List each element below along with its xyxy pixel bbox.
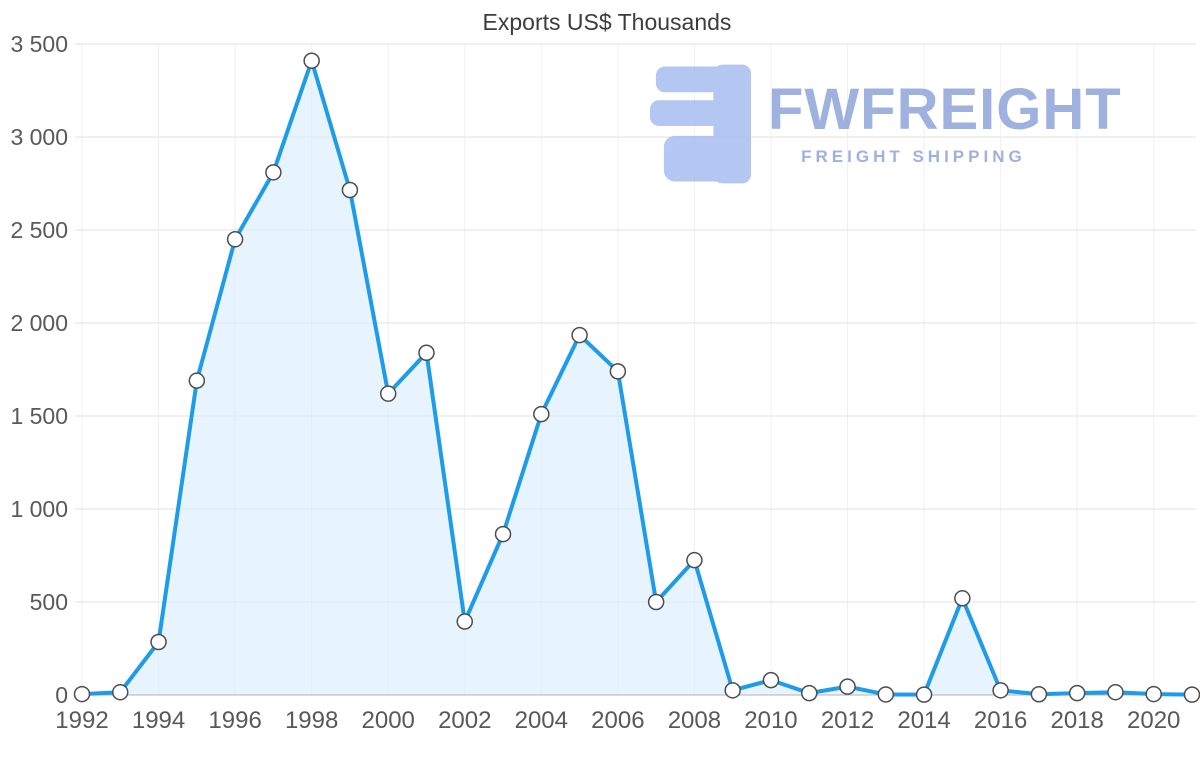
y-axis-tick-labels: 0 500 1 000 1 500 2 000 2 500 3 000 3 500 bbox=[10, 31, 68, 708]
data-point-marker[interactable] bbox=[188, 372, 206, 389]
data-point-marker[interactable] bbox=[877, 686, 895, 703]
x-tick-label: 2018 bbox=[1050, 707, 1103, 734]
data-point-marker[interactable] bbox=[150, 633, 167, 651]
data-point-marker[interactable] bbox=[954, 590, 971, 607]
data-point-marker[interactable] bbox=[494, 525, 512, 543]
data-point-marker[interactable] bbox=[724, 682, 741, 699]
data-point-marker[interactable] bbox=[915, 686, 933, 703]
data-point-marker[interactable] bbox=[686, 551, 703, 569]
y-tick-label: 2 500 bbox=[10, 217, 68, 243]
data-point-marker[interactable] bbox=[1183, 686, 1200, 703]
x-tick-label: 2020 bbox=[1127, 707, 1180, 734]
data-point-marker[interactable] bbox=[341, 181, 359, 199]
data-point-marker[interactable] bbox=[418, 344, 435, 362]
x-tick-label: 2016 bbox=[974, 707, 1027, 734]
data-point-marker[interactable] bbox=[647, 593, 665, 611]
y-tick-label: 2 000 bbox=[10, 310, 68, 336]
data-point-marker[interactable] bbox=[1107, 683, 1124, 701]
series-markers bbox=[73, 52, 1200, 703]
y-tick-label: 3 500 bbox=[10, 31, 68, 57]
x-axis-tick-labels: 1992 1994 1996 1998 2000 2002 2004 2006 2008 2010… bbox=[55, 707, 1180, 734]
x-tick-label: 1994 bbox=[132, 707, 185, 734]
data-point-marker[interactable] bbox=[379, 385, 397, 402]
y-tick-label: 1 000 bbox=[10, 496, 68, 522]
data-point-marker[interactable] bbox=[112, 683, 129, 701]
x-tick-label: 2012 bbox=[821, 707, 874, 734]
data-point-marker[interactable] bbox=[800, 684, 818, 702]
data-point-marker[interactable] bbox=[609, 363, 627, 380]
x-tick-label: 2008 bbox=[668, 707, 721, 734]
chart-title: Exports US$ Thousands bbox=[483, 9, 732, 35]
x-tick-label: 1992 bbox=[55, 707, 108, 734]
x-tick-label: 2004 bbox=[515, 707, 568, 734]
data-point-marker[interactable] bbox=[1068, 684, 1086, 702]
data-point-marker[interactable] bbox=[1030, 686, 1048, 703]
y-tick-label: 1 500 bbox=[10, 403, 68, 429]
data-point-marker[interactable] bbox=[839, 678, 856, 695]
data-point-marker[interactable] bbox=[226, 231, 244, 248]
y-tick-label: 3 000 bbox=[10, 124, 68, 150]
vertical-gridlines bbox=[81, 44, 1155, 695]
data-point-marker[interactable] bbox=[571, 326, 588, 344]
y-tick-label: 500 bbox=[30, 589, 68, 615]
y-tick-label: 0 bbox=[55, 682, 68, 708]
x-tick-label: 2002 bbox=[438, 707, 491, 734]
data-point-marker[interactable] bbox=[456, 613, 474, 630]
x-tick-label: 2010 bbox=[744, 707, 797, 734]
data-point-marker[interactable] bbox=[992, 682, 1009, 699]
data-point-marker[interactable] bbox=[73, 685, 91, 703]
series-area-fill bbox=[82, 60, 1192, 696]
data-point-marker[interactable] bbox=[533, 405, 550, 423]
data-point-marker[interactable] bbox=[303, 52, 320, 69]
data-point-marker[interactable] bbox=[1145, 685, 1162, 703]
x-tick-label: 2006 bbox=[591, 707, 644, 734]
x-tick-label: 1998 bbox=[285, 707, 338, 734]
x-tick-label: 2000 bbox=[362, 707, 415, 734]
x-tick-label: 2014 bbox=[897, 707, 950, 734]
data-point-marker[interactable] bbox=[265, 164, 282, 181]
x-tick-label: 1996 bbox=[208, 707, 261, 734]
data-point-marker[interactable] bbox=[762, 671, 780, 689]
